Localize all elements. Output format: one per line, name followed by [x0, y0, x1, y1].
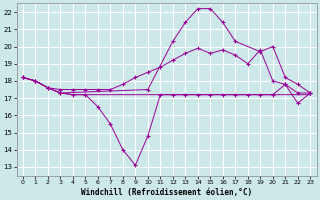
X-axis label: Windchill (Refroidissement éolien,°C): Windchill (Refroidissement éolien,°C)	[81, 188, 252, 197]
